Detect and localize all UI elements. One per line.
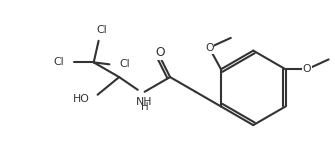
Text: H: H <box>141 102 148 112</box>
Text: HO: HO <box>73 94 90 104</box>
Text: Cl: Cl <box>54 57 64 67</box>
Text: Cl: Cl <box>96 25 107 35</box>
Text: NH: NH <box>136 97 153 107</box>
Text: O: O <box>205 43 213 53</box>
Text: O: O <box>303 64 311 74</box>
Text: O: O <box>155 46 165 59</box>
Text: Cl: Cl <box>119 59 130 69</box>
